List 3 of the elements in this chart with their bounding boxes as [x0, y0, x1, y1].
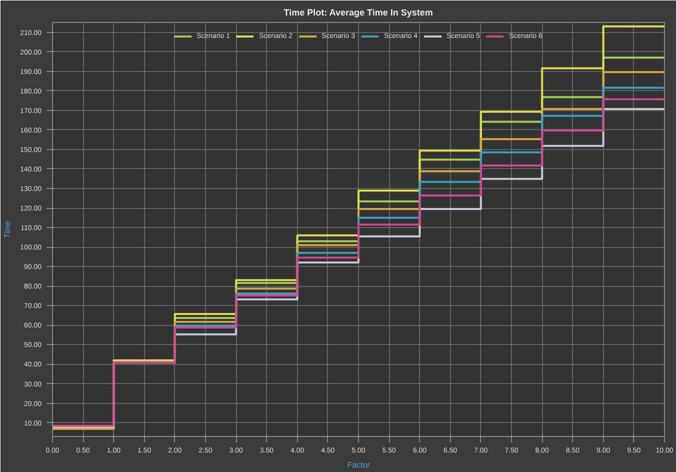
y-axis-title: Time	[3, 220, 12, 238]
chart-title: Time Plot: Average Time In System	[284, 8, 433, 18]
x-axis-title: Factor	[347, 460, 370, 470]
